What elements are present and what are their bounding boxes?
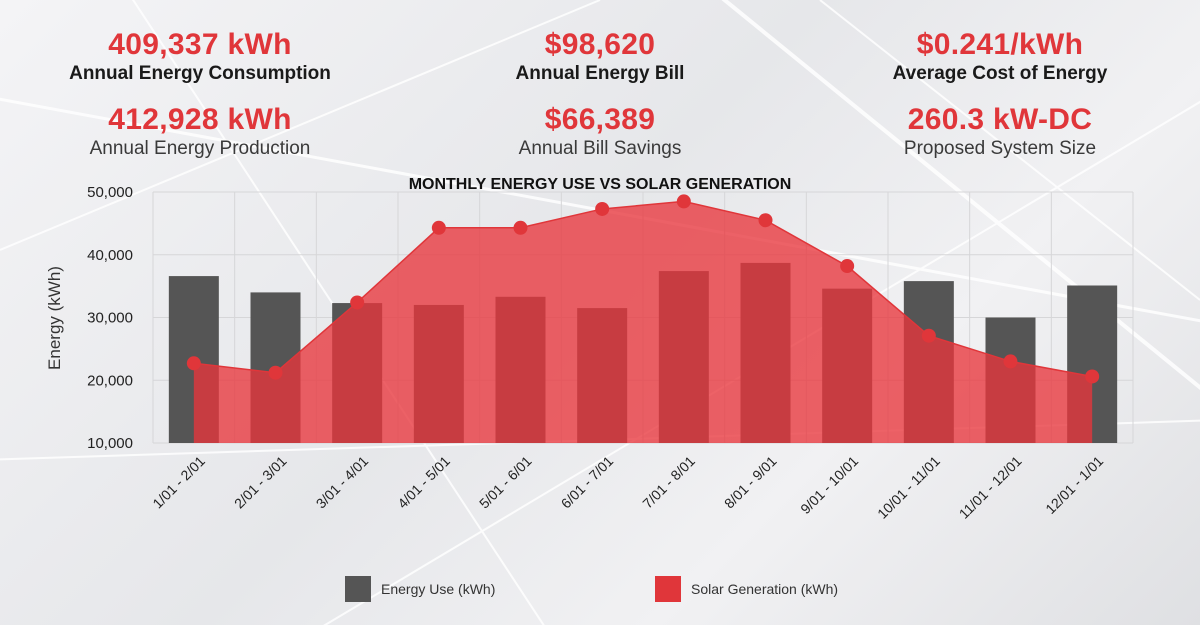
solar-generation-point [758, 213, 773, 228]
y-tick-label: 10,000 [87, 435, 133, 452]
y-tick-label: 20,000 [87, 372, 133, 389]
solar-generation-point [513, 220, 528, 235]
annual-consumption-value: 409,337 kWh [108, 28, 292, 61]
x-tick-label: 8/01 - 9/01 [721, 453, 780, 512]
annual-production-label: Annual Energy Production [89, 138, 311, 159]
system-size-label: Proposed System Size [903, 138, 1097, 159]
annual-consumption-label: Annual Energy Consumption [69, 63, 331, 84]
stat-average-cost: $0.241/kWh Average Cost of Energy [820, 28, 1180, 86]
legend-solar-generation-swatch [655, 576, 681, 602]
y-tick-labels: 10,000 20,000 30,000 40,000 50,000 [87, 184, 133, 452]
x-tick-label: 11/01 - 12/01 [956, 453, 1025, 522]
stat-annual-bill: $98,620 Annual Energy Bill [420, 28, 780, 86]
system-size-value: 260.3 kW-DC [907, 103, 1093, 136]
annual-bill-value: $98,620 [544, 28, 656, 61]
legend-energy-use-label: Energy Use (kWh) [381, 581, 496, 597]
x-tick-label: 3/01 - 4/01 [313, 453, 372, 512]
bill-savings-value: $66,389 [544, 103, 656, 136]
x-tick-label: 10/01 - 11/01 [874, 453, 943, 522]
annual-production-value: 412,928 kWh [108, 103, 292, 136]
solar-generation-area [193, 200, 1093, 443]
y-tick-label: 40,000 [87, 247, 133, 264]
solar-generation-point [431, 220, 446, 235]
legend-energy-use: Energy Use (kWh) [345, 576, 495, 602]
average-cost-label: Average Cost of Energy [892, 63, 1108, 84]
solar-generation-area-fill [193, 201, 1093, 443]
bill-savings-label: Annual Bill Savings [518, 138, 682, 159]
stat-bill-savings: $66,389 Annual Bill Savings [420, 103, 780, 161]
solar-generation-point [268, 365, 283, 380]
solar-generation-points [186, 194, 1100, 384]
solar-generation-line [193, 200, 1093, 378]
x-tick-label: 12/01 - 1/01 [1042, 453, 1106, 517]
stat-annual-production: 412,928 kWh Annual Energy Production [20, 103, 380, 161]
legend-solar-generation: Solar Generation (kWh) [655, 576, 838, 602]
x-tick-label: 4/01 - 5/01 [394, 453, 453, 512]
chart-title: MONTHLY ENERGY USE VS SOLAR GENERATION [409, 176, 792, 193]
legend-energy-use-swatch [345, 576, 371, 602]
y-axis-label: Energy (kWh) [45, 266, 64, 370]
stat-annual-consumption: 409,337 kWh Annual Energy Consumption [20, 28, 380, 86]
x-tick-label: 9/01 - 10/01 [797, 453, 861, 517]
x-tick-label: 2/01 - 3/01 [231, 453, 290, 512]
annual-bill-label: Annual Energy Bill [515, 63, 685, 84]
solar-generation-point [921, 328, 936, 343]
y-tick-label: 50,000 [87, 184, 133, 201]
stat-system-size: 260.3 kW-DC Proposed System Size [820, 103, 1180, 161]
x-tick-label: 6/01 - 7/01 [558, 453, 617, 512]
solar-generation-point [1003, 354, 1018, 369]
solar-generation-point [595, 201, 610, 216]
average-cost-value: $0.241/kWh [916, 28, 1084, 61]
x-tick-label: 7/01 - 8/01 [639, 453, 698, 512]
legend-solar-generation-label: Solar Generation (kWh) [691, 581, 839, 597]
solar-generation-point [350, 295, 365, 310]
y-tick-label: 30,000 [87, 310, 133, 327]
x-tick-labels: 1/01 - 2/01 2/01 - 3/01 3/01 - 4/01 4/01 - … [149, 453, 1106, 522]
solar-generation-point [186, 356, 201, 371]
solar-generation-point [676, 194, 691, 209]
x-tick-label: 5/01 - 6/01 [476, 453, 535, 512]
solar-generation-point [840, 259, 855, 274]
solar-generation-point [1085, 369, 1100, 384]
x-tick-label: 1/01 - 2/01 [149, 453, 208, 512]
